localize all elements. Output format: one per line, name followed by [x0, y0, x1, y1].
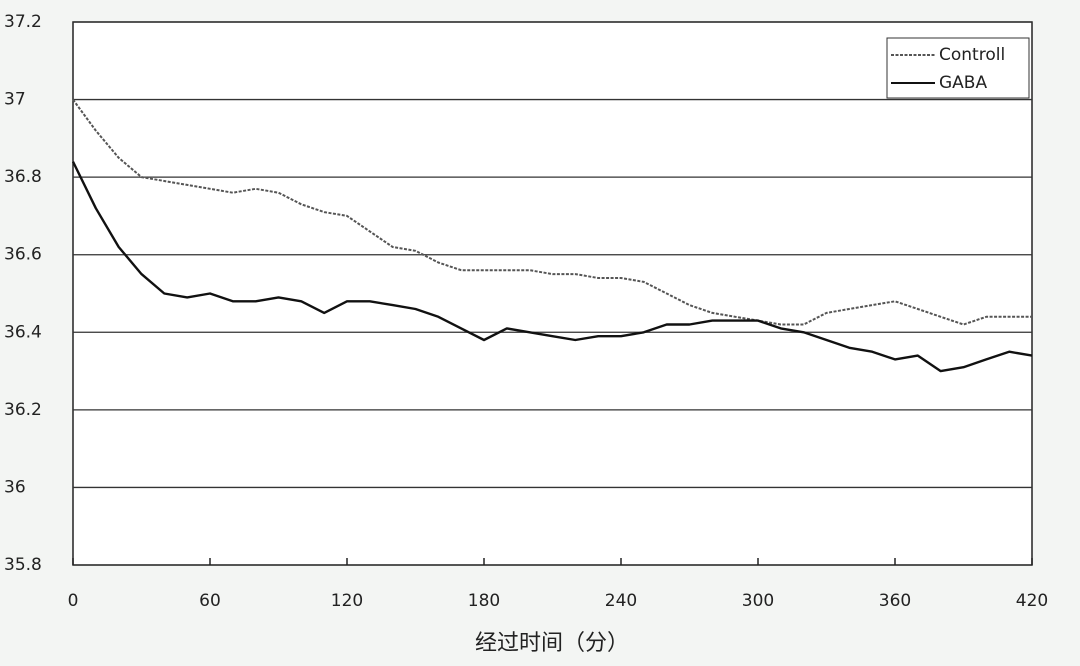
y-tick-label: 36.4 [4, 322, 42, 342]
x-tick-label: 0 [68, 591, 79, 611]
y-tick-label: 37.2 [4, 12, 42, 32]
series-line [72, 99, 1032, 326]
y-tick-label: 36.2 [4, 400, 42, 420]
series-line [71, 161, 1033, 373]
x-tick-label: 120 [331, 591, 363, 611]
x-tick-label: 240 [605, 591, 637, 611]
x-tick-label: 180 [468, 591, 500, 611]
y-tick-label: 35.8 [4, 555, 42, 575]
x-tick-label: 60 [199, 591, 221, 611]
legend-box [886, 37, 1030, 99]
y-tick-label: 36.6 [4, 245, 42, 265]
legend-label: GABA [939, 73, 987, 93]
legend-label: Controll [939, 45, 1005, 65]
x-tick-label: 420 [1016, 591, 1048, 611]
y-tick-label: 37 [4, 90, 26, 110]
y-tick-label: 36 [4, 477, 26, 497]
x-tick-label: 360 [879, 591, 911, 611]
x-axis-label: 经过时间（分） [475, 631, 629, 656]
y-tick-label: 36.8 [4, 167, 42, 187]
x-tick-label: 300 [742, 591, 774, 611]
plot-area [72, 21, 1033, 566]
